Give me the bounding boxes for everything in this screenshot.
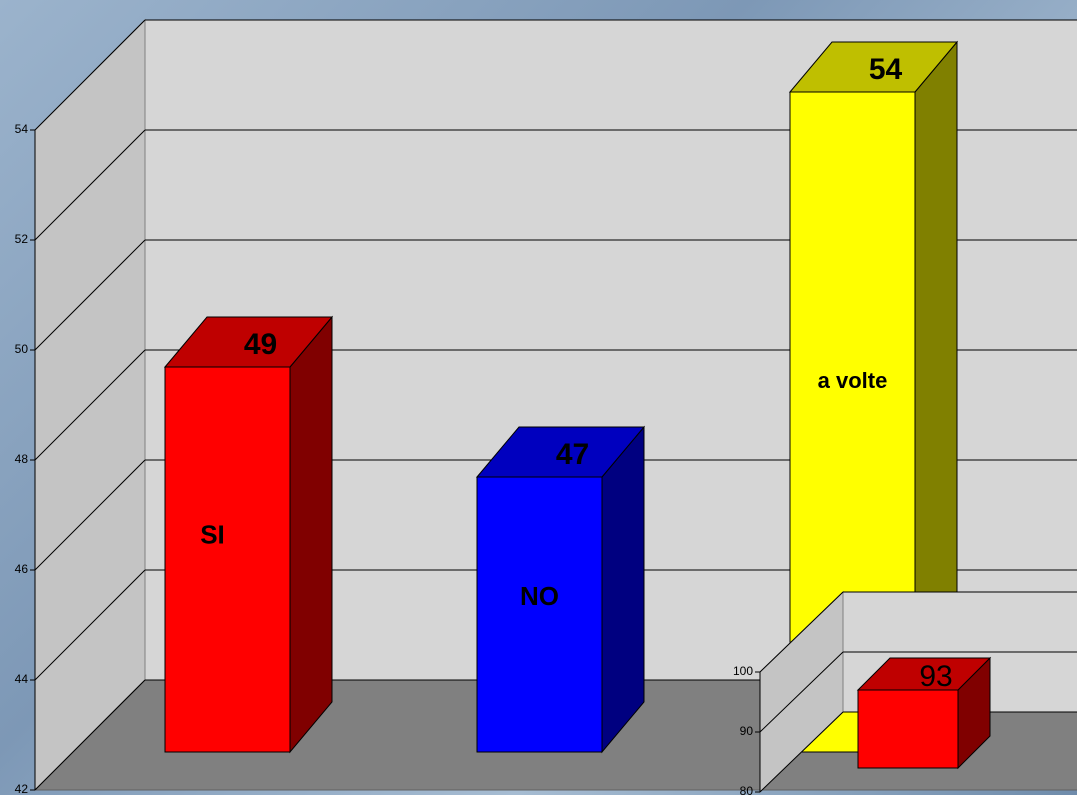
- bar: [164, 366, 291, 753]
- category-label: SI: [200, 519, 225, 549]
- value-label: 93: [919, 660, 952, 693]
- value-label: 49: [244, 328, 277, 361]
- grid-line: [759, 711, 844, 793]
- grid-line: [34, 679, 146, 791]
- y-tick-label: 48: [15, 452, 29, 466]
- y-tick-label: 100: [733, 664, 753, 678]
- y-tick-label: 90: [740, 724, 754, 738]
- grid-line: [34, 129, 146, 241]
- grid-line: [759, 651, 844, 733]
- value-label: 47: [556, 438, 589, 471]
- y-tick-label: 42: [15, 782, 29, 795]
- bar: [476, 476, 603, 753]
- y-tick-label: 52: [15, 232, 29, 246]
- category-label: a volte: [818, 368, 888, 393]
- y-tick-label: 54: [15, 122, 29, 136]
- category-label: NO: [520, 581, 559, 611]
- grid-line: [759, 591, 844, 673]
- y-tick-label: 50: [15, 342, 29, 356]
- y-tick-label: 80: [740, 784, 754, 795]
- value-label: 54: [869, 53, 903, 86]
- y-tick-label: 46: [15, 562, 29, 576]
- grid-line: [34, 459, 146, 571]
- grid-line: [34, 239, 146, 351]
- grid-line: [34, 569, 146, 681]
- bar: [857, 689, 959, 769]
- grid-line: [34, 19, 146, 131]
- y-tick-label: 44: [15, 672, 29, 686]
- grid-line: [34, 349, 146, 461]
- bar-side: [601, 425, 645, 754]
- bar-side: [289, 315, 333, 754]
